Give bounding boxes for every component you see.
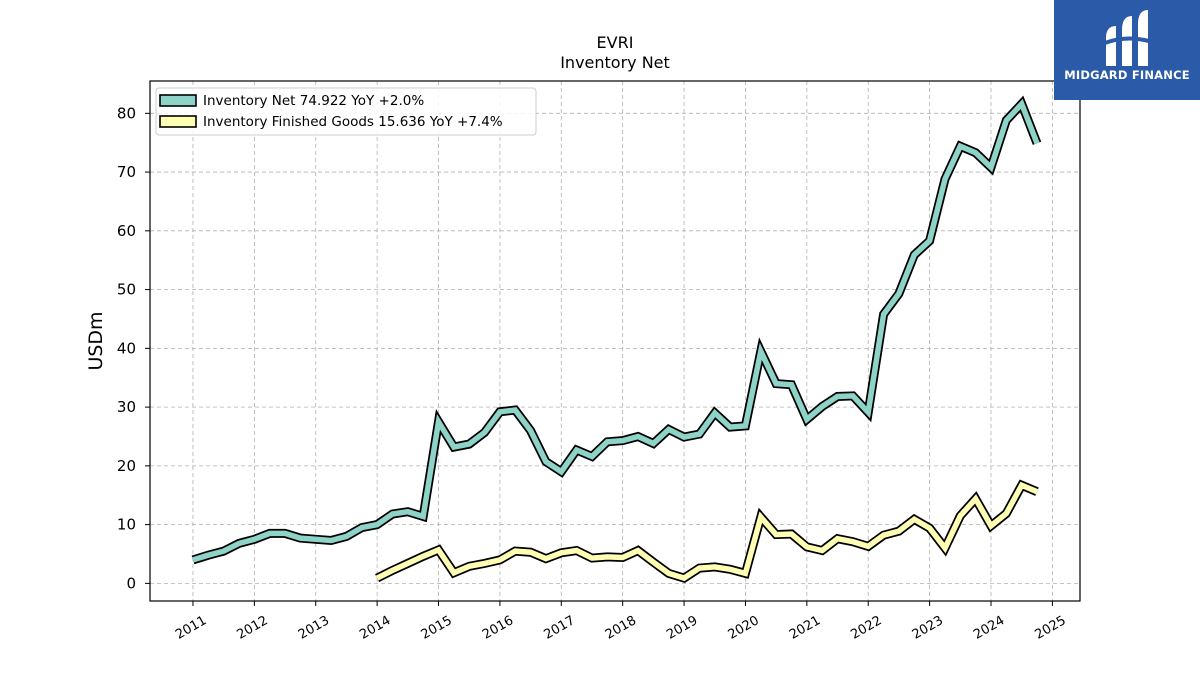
y-tick-label: 10: [117, 516, 136, 534]
x-tick-label: 2013: [296, 613, 332, 643]
x-tick-label: 2019: [664, 613, 700, 643]
y-tick-label: 20: [117, 457, 136, 475]
chart-title: EVRI: [597, 33, 634, 52]
y-tick-label: 30: [117, 398, 136, 416]
x-axis: 2011 2012 2013 2014 2015 2016 2017 2018 2019 2020…: [173, 601, 1069, 643]
x-tick-label: 2022: [848, 613, 884, 643]
y-axis-label: USDm: [85, 311, 107, 370]
series-line-inventory-finished-goods: [375, 481, 1039, 582]
logo-mark-icon: [1101, 10, 1153, 66]
y-tick-label: 0: [126, 574, 136, 592]
x-tick-label: 2025: [1033, 613, 1069, 643]
legend-entry-inventory-finished-goods: Inventory Finished Goods 15.636 YoY +7.4…: [203, 114, 503, 130]
legend-entry-inventory-net: Inventory Net 74.922 YoY +2.0%: [203, 93, 424, 109]
x-tick-label: 2015: [419, 613, 455, 643]
x-tick-label: 2017: [541, 613, 577, 643]
legend-swatch-inventory-net: [159, 94, 197, 107]
chart-subtitle: Inventory Net: [560, 53, 670, 72]
x-tick-label: 2021: [787, 613, 823, 643]
series-line-inventory-net: [192, 98, 1040, 563]
x-tick-label: 2023: [910, 613, 946, 643]
x-tick-label: 2014: [357, 613, 393, 643]
y-tick-label: 60: [117, 222, 136, 240]
y-tick-label: 70: [117, 163, 136, 181]
x-tick-label: 2024: [971, 613, 1007, 643]
x-tick-label: 2016: [480, 613, 516, 643]
plot-frame: [149, 80, 1081, 602]
series-layer: [191, 95, 1042, 584]
legend: Inventory Net 74.922 YoY +2.0% Inventory…: [155, 87, 537, 136]
x-tick-label: 2018: [603, 613, 639, 643]
grid: [150, 81, 1080, 601]
x-tick-label: 2011: [173, 613, 209, 643]
midgard-finance-logo: MIDGARD FINANCE: [1054, 0, 1200, 100]
logo-text: MIDGARD FINANCE: [1064, 68, 1190, 82]
x-tick-label: 2020: [726, 613, 762, 643]
legend-frame: [155, 87, 537, 136]
y-tick-label: 50: [117, 281, 136, 299]
y-axis: 0 10 20 30 40 50 60 70 80: [117, 104, 150, 592]
legend-swatch-inventory-finished-goods: [159, 115, 197, 128]
y-tick-label: 80: [117, 104, 136, 122]
y-tick-label: 40: [117, 339, 136, 357]
x-tick-label: 2012: [235, 613, 271, 643]
